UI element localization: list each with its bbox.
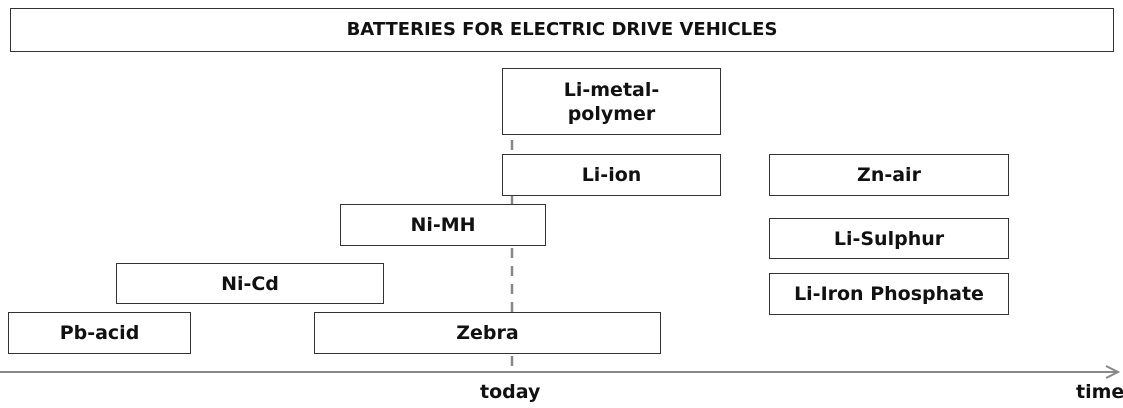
- node: Li-ion: [502, 154, 721, 196]
- node: Ni-MH: [340, 204, 546, 246]
- axis-arrow: [1105, 365, 1121, 379]
- node: Li-Sulphur: [769, 218, 1009, 259]
- node: Li-Iron Phosphate: [769, 273, 1009, 315]
- node-label: Ni-Cd: [221, 272, 279, 295]
- node-label: Ni-MH: [410, 214, 476, 236]
- node: Ni-Cd: [116, 263, 384, 304]
- node-label: Zn-air: [857, 164, 921, 186]
- node-label: Li-ion: [581, 164, 642, 186]
- axis-label: time: [1076, 381, 1123, 403]
- node: Li-metal-polymer: [502, 68, 721, 135]
- node: Pb-acid: [8, 312, 191, 354]
- node: Zn-air: [769, 154, 1009, 196]
- title-box: BATTERIES FOR ELECTRIC DRIVE VEHICLES: [10, 8, 1114, 52]
- node-label: Li-Sulphur: [833, 227, 945, 250]
- node-label: Zebra: [456, 322, 519, 344]
- node: Zebra: [314, 312, 661, 354]
- node-label: Pb-acid: [59, 322, 140, 344]
- node-label: Li-metal-polymer: [563, 78, 660, 125]
- node-label: Li-Iron Phosphate: [794, 283, 984, 305]
- today-label: today: [480, 381, 541, 403]
- title: BATTERIES FOR ELECTRIC DRIVE VEHICLES: [346, 19, 778, 40]
